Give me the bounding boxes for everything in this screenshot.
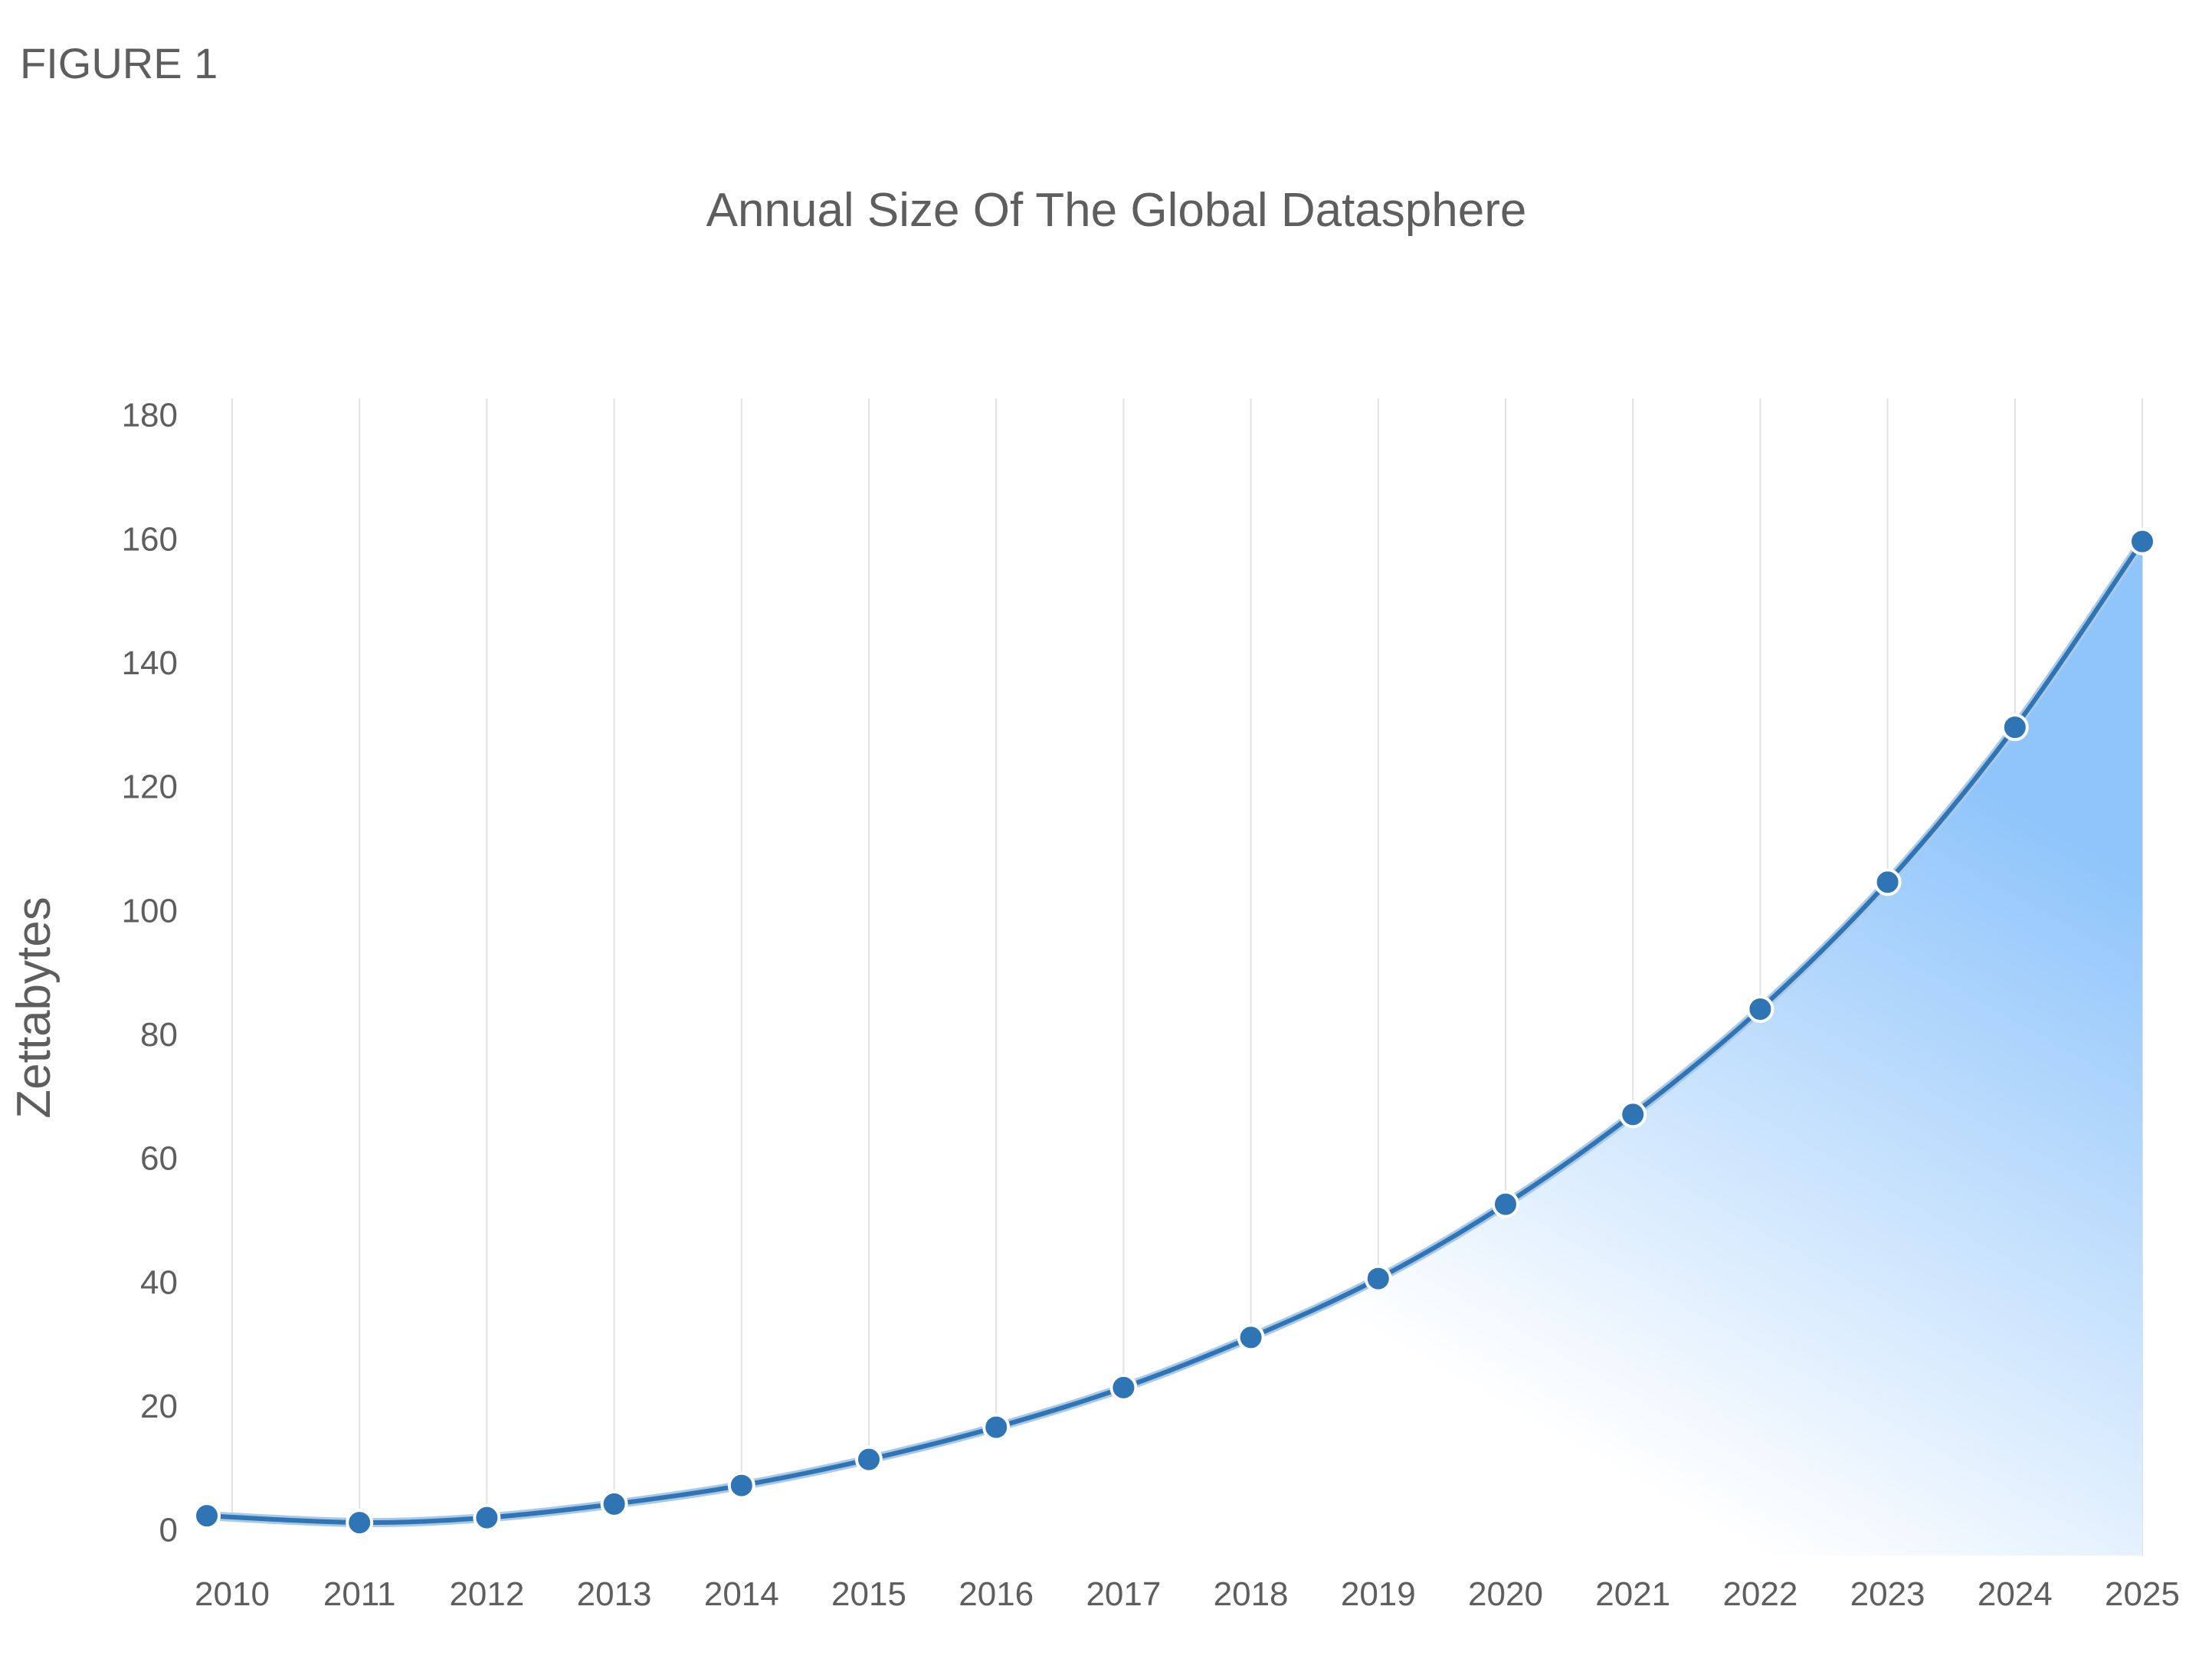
x-tick-label: 2010 bbox=[195, 1575, 270, 1613]
y-tick-label: 100 bbox=[122, 892, 178, 929]
y-tick-label: 80 bbox=[140, 1016, 178, 1054]
data-point-2023 bbox=[1873, 868, 1902, 897]
y-tick-label: 120 bbox=[122, 769, 178, 806]
x-tick-label: 2020 bbox=[1468, 1575, 1543, 1613]
figure-label: FIGURE 1 bbox=[20, 39, 218, 87]
data-points bbox=[193, 527, 2156, 1537]
x-tick-label: 2021 bbox=[1595, 1575, 1670, 1613]
data-point-2020 bbox=[1492, 1190, 1519, 1218]
data-point-2021 bbox=[1619, 1100, 1647, 1129]
x-tick-label: 2016 bbox=[959, 1575, 1034, 1613]
data-point-2019 bbox=[1364, 1264, 1392, 1293]
data-point-2022 bbox=[1746, 995, 1775, 1023]
data-point-2024 bbox=[2001, 713, 2029, 742]
series-area bbox=[201, 541, 2142, 1555]
data-point-2018 bbox=[1237, 1323, 1265, 1352]
data-point-2010 bbox=[193, 1502, 221, 1530]
x-tick-label: 2015 bbox=[831, 1575, 906, 1613]
x-tick-label: 2024 bbox=[1978, 1575, 2053, 1613]
x-tick-label: 2017 bbox=[1086, 1575, 1161, 1613]
x-tick-label: 2013 bbox=[577, 1575, 652, 1613]
x-tick-label: 2019 bbox=[1341, 1575, 1416, 1613]
data-point-2015 bbox=[855, 1445, 883, 1474]
x-tick-label: 2022 bbox=[1722, 1575, 1797, 1613]
y-axis-ticks: 0 20 40 60 80 100 120 140 160 180 bbox=[122, 397, 178, 1549]
data-point-2011 bbox=[346, 1509, 374, 1537]
data-point-2025 bbox=[2128, 527, 2156, 556]
x-tick-label: 2012 bbox=[449, 1575, 524, 1613]
data-point-2017 bbox=[1109, 1373, 1138, 1401]
y-tick-label: 160 bbox=[122, 520, 178, 558]
x-axis-ticks: 2010 2011 2012 2013 2014 2015 2016 2017 2018 2019… bbox=[195, 1575, 2180, 1613]
data-point-2014 bbox=[727, 1471, 755, 1500]
y-tick-label: 180 bbox=[122, 397, 178, 434]
data-point-2013 bbox=[600, 1490, 628, 1518]
data-point-2016 bbox=[982, 1413, 1011, 1441]
y-tick-label: 20 bbox=[140, 1388, 178, 1425]
y-tick-label: 0 bbox=[159, 1512, 178, 1549]
y-tick-label: 40 bbox=[140, 1264, 178, 1301]
x-tick-label: 2025 bbox=[2105, 1575, 2180, 1613]
data-point-2012 bbox=[473, 1503, 501, 1532]
x-tick-label: 2023 bbox=[1850, 1575, 1925, 1613]
x-tick-label: 2011 bbox=[323, 1575, 396, 1613]
y-tick-label: 140 bbox=[122, 644, 178, 682]
chart-title: Annual Size Of The Global Datasphere bbox=[706, 184, 1527, 237]
x-tick-label: 2014 bbox=[704, 1575, 779, 1613]
y-tick-label: 60 bbox=[140, 1140, 178, 1178]
y-axis-label: Zettabytes bbox=[8, 897, 61, 1118]
x-tick-label: 2018 bbox=[1214, 1575, 1289, 1613]
